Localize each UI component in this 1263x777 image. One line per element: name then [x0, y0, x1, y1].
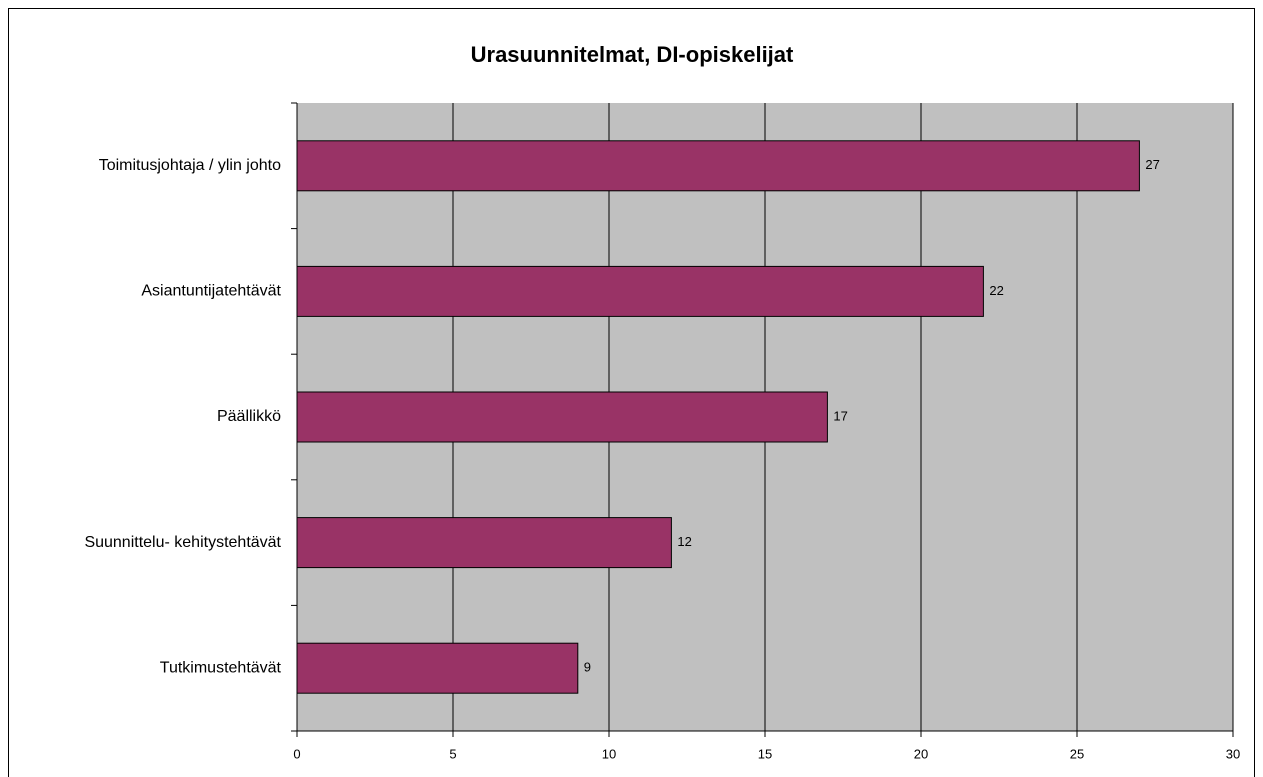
- y-tick-label: Päällikkö: [217, 408, 281, 425]
- x-tick-label: 0: [293, 746, 300, 761]
- data-label: 17: [833, 408, 847, 423]
- bar: [296, 517, 672, 569]
- bar: [296, 140, 1140, 192]
- x-tick-label: 15: [758, 746, 772, 761]
- bar: [296, 642, 579, 694]
- y-tick-label: Tutkimustehtävät: [160, 659, 282, 676]
- data-label: 22: [989, 283, 1003, 298]
- x-tick-label: 10: [602, 746, 616, 761]
- x-tick-label: 20: [914, 746, 928, 761]
- x-tick-label: 5: [449, 746, 456, 761]
- bar: [296, 391, 828, 443]
- bar: [296, 265, 984, 317]
- y-tick-label: Suunnittelu- kehitystehtävät: [84, 534, 281, 551]
- x-tick-label: 25: [1070, 746, 1084, 761]
- y-tick-label: Asiantuntijatehtävät: [141, 283, 281, 300]
- chart-title: Urasuunnitelmat, DI-opiskelijat: [471, 42, 794, 67]
- data-label: 27: [1145, 157, 1159, 172]
- x-tick-label: 30: [1226, 746, 1240, 761]
- data-label: 12: [677, 534, 691, 549]
- y-tick-label: Toimitusjohtaja / ylin johto: [99, 157, 281, 174]
- data-label: 9: [584, 660, 591, 675]
